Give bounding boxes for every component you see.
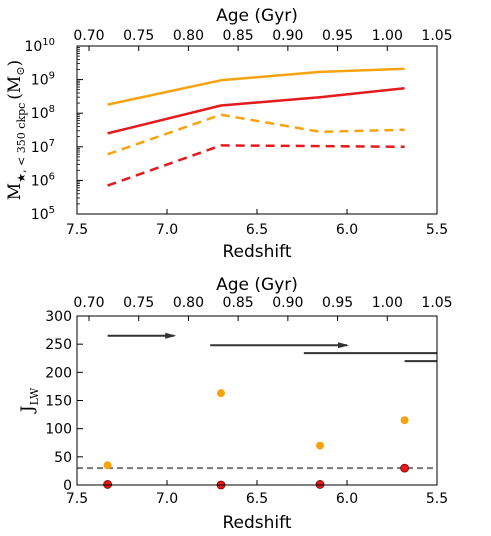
- top-age-tick-label: 1.00: [372, 295, 403, 311]
- x-tick-label: 5.5: [426, 222, 448, 238]
- y-tick-label: 200: [45, 365, 72, 381]
- top-age-tick-label: 0.70: [73, 28, 104, 44]
- y-tick-label: 150: [45, 394, 72, 410]
- y-tick-label: 109: [31, 71, 55, 89]
- y-axis-label-2: JLW: [18, 387, 41, 414]
- axes-frame-2: [76, 315, 438, 486]
- y-axis-label-1-unit-close: ): [5, 60, 25, 67]
- series-line-2: [107, 87, 405, 135]
- y-tick-label: 100: [45, 422, 72, 438]
- top-age-tick-label: 0.70: [73, 295, 104, 311]
- top-age-tick-label: 0.95: [322, 295, 353, 311]
- x-axis-label-2: Redshift: [222, 513, 291, 533]
- top-age-tick-label: 1.05: [421, 295, 452, 311]
- y-axis-1: 105 106 107 108 109 1010: [24, 37, 83, 223]
- data-point-s1-3: [316, 441, 324, 450]
- top-age-axis-1: 0.70 0.75 0.80 0.85 0.90 0.95 1.00 1.05: [73, 28, 453, 51]
- top-age-tick-label: 0.85: [223, 295, 254, 311]
- y-tick-label: 105: [31, 205, 55, 223]
- y-tick-label: 300: [45, 309, 72, 325]
- top-age-tick-label: 0.95: [322, 28, 353, 44]
- x-axis-2: 7.5 7.0 6.5 6.0 5.5: [66, 480, 448, 507]
- x-tick-label: 7.0: [156, 222, 178, 238]
- series-line-3: [107, 113, 405, 156]
- top-age-axis-label-1: Age (Gyr): [216, 6, 298, 26]
- data-point-s2-3: [315, 480, 325, 489]
- plot-area-1: [107, 67, 405, 187]
- panel-top: Age (Gyr) 0.70 0.75 0.80 0.85 0.90 0.95 1.00 1.…: [5, 6, 453, 262]
- arrow-head-1: [165, 332, 177, 339]
- x-tick-label: 5.5: [426, 491, 448, 507]
- series-line-1: [107, 67, 405, 106]
- y-axis-label-2-sub: LW: [28, 387, 41, 405]
- x-tick-label: 7.5: [66, 491, 88, 507]
- x-tick-label: 7.0: [156, 491, 178, 507]
- x-tick-label: 6.0: [336, 222, 358, 238]
- top-age-tick-label: 1.00: [372, 28, 403, 44]
- data-point-s1-4: [400, 416, 409, 425]
- data-point-s2-1: [103, 480, 112, 489]
- series-line-4: [107, 144, 405, 187]
- top-age-tick-label: 0.90: [272, 295, 303, 311]
- top-age-tick-label: 0.80: [173, 28, 204, 44]
- arrow-head-2: [338, 342, 349, 349]
- y-tick-label: 0: [63, 478, 72, 494]
- y-axis-label-1: M★, < 350 ckpc (M⊙): [5, 60, 28, 200]
- data-point-s1-2: [217, 389, 225, 398]
- x-tick-label: 6.5: [246, 491, 268, 507]
- x-tick-label: 6.5: [246, 222, 268, 238]
- y-axis-2: 0 50 100 150 200 250 300: [45, 309, 83, 494]
- x-tick-label: 7.5: [66, 222, 88, 238]
- y-axis-label-1-unit-open: (M: [5, 76, 25, 100]
- data-point-s2-4: [400, 463, 410, 473]
- y-tick-label: 250: [45, 337, 72, 353]
- top-age-tick-label: 0.85: [223, 28, 254, 44]
- x-axis-1: 7.5 7.0 6.5 6.0 5.5: [66, 209, 448, 238]
- panel-bottom: Age (Gyr) 0.70 0.75 0.80 0.85 0.90 0.95 1.00 1.…: [18, 275, 453, 533]
- plot-area-2: [77, 332, 437, 490]
- y-tick-label: 50: [54, 450, 72, 466]
- top-age-tick-label: 0.80: [173, 295, 204, 311]
- top-age-tick-label: 0.75: [123, 28, 154, 44]
- x-tick-label: 6.0: [336, 491, 358, 507]
- y-axis-label-1-main: M: [5, 183, 25, 200]
- top-age-axis-label-2: Age (Gyr): [216, 275, 298, 295]
- y-tick-label: 1010: [24, 37, 55, 55]
- y-tick-label: 106: [31, 171, 55, 189]
- y-tick-label: 107: [31, 138, 55, 156]
- top-age-axis-2: 0.70 0.75 0.80 0.85 0.90 0.95 1.00 1.05: [73, 295, 453, 321]
- top-age-tick-label: 0.75: [123, 295, 154, 311]
- y-axis-label-1-sub: ★, < 350 ckpc: [15, 103, 28, 183]
- data-point-s1-1: [103, 461, 112, 470]
- top-age-tick-label: 1.05: [421, 28, 452, 44]
- y-axis-label-2-main: J: [18, 405, 38, 414]
- y-tick-label: 108: [31, 104, 55, 122]
- top-age-tick-label: 0.90: [272, 28, 303, 44]
- x-axis-label-1: Redshift: [222, 242, 291, 262]
- axes-frame-1: [76, 45, 438, 215]
- y-axis-label-1-unit-sub: ⊙: [14, 66, 27, 75]
